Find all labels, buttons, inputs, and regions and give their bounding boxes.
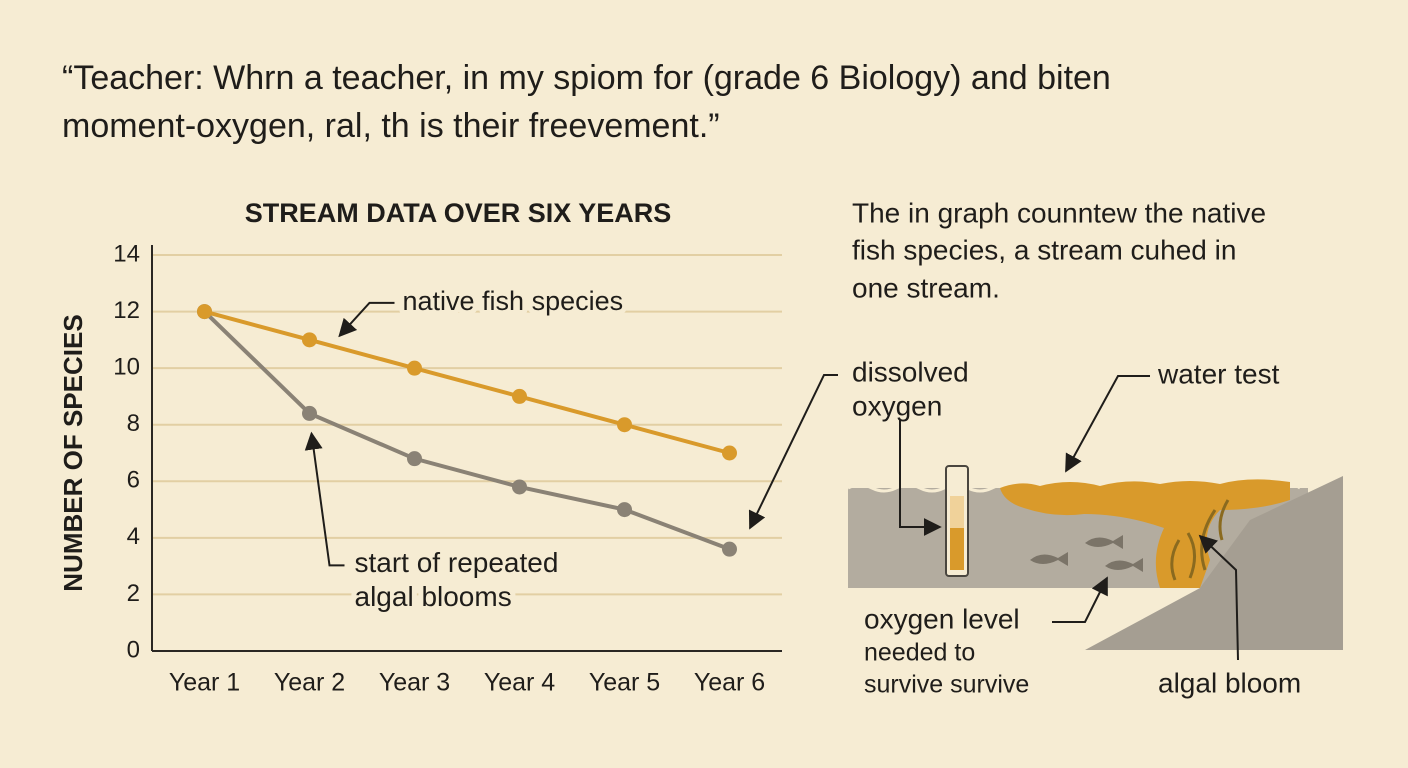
x-tick-label: Year 5	[589, 669, 660, 697]
stream-bank	[1085, 476, 1343, 650]
diagram-label: algal bloom	[1158, 667, 1301, 698]
annotation: algal blooms	[355, 581, 512, 612]
diagram-label: survive survive	[864, 671, 1029, 699]
data-point	[722, 445, 737, 461]
x-tick-label: Year 6	[694, 669, 765, 697]
data-point	[617, 502, 632, 518]
series-line	[203, 310, 731, 552]
y-tick-label: 0	[127, 636, 140, 663]
arrow	[304, 431, 345, 567]
quote-line: “Teacher: Whrn a teacher, in my spiom fo…	[62, 59, 1111, 97]
data-point	[617, 417, 632, 433]
arrow	[748, 374, 838, 530]
description-line: The in graph counntew the native	[852, 197, 1266, 228]
data-point	[302, 332, 317, 348]
data-point	[407, 360, 422, 376]
y-tick-label: 8	[127, 410, 140, 437]
y-tick-label: 10	[113, 353, 140, 380]
test-tube-sample	[950, 496, 964, 528]
y-tick-label: 6	[127, 467, 140, 494]
arrow	[338, 301, 395, 338]
algae-mat	[1000, 479, 1290, 588]
data-point	[722, 541, 737, 557]
chart: 0 2 4 6 8 10 12 14 Year 1 Year 2 Year 3 Year 4 Year …	[113, 240, 782, 697]
description-line: fish species, a stream cuhed in	[852, 234, 1236, 265]
data-point	[197, 304, 212, 320]
y-tick-label: 14	[113, 240, 140, 267]
arrow	[899, 420, 942, 536]
diagram-label: dissolved	[852, 356, 969, 387]
data-point	[302, 405, 317, 421]
description-line: one stream.	[852, 272, 1000, 303]
annotation: start of repeated	[355, 547, 559, 578]
data-point	[512, 479, 527, 495]
x-tick-label: Year 2	[274, 669, 345, 697]
arrow	[1065, 375, 1150, 473]
diagram-label: needed to	[864, 639, 975, 667]
arrow	[1198, 534, 1239, 661]
y-tick-label: 2	[127, 580, 140, 607]
x-tick-label: Year 1	[169, 669, 240, 697]
series-label: native fish species	[403, 286, 624, 316]
chart-title: STREAM DATA OVER SIX YEARS	[245, 198, 672, 228]
y-tick-label: 12	[113, 297, 140, 324]
arrow	[1052, 576, 1108, 623]
diagram-label: water test	[1157, 358, 1280, 389]
data-point	[512, 388, 527, 404]
data-point	[407, 451, 422, 467]
algae-strands	[1170, 499, 1230, 581]
diagram-label: oxygen	[852, 390, 942, 421]
stream-diagram: dissolved oxygen water test oxygen level…	[748, 356, 1343, 699]
quote-line: moment-oxygen, ral, th is their freeveme…	[62, 107, 720, 145]
fish	[1030, 535, 1143, 572]
y-tick-label: 4	[127, 523, 140, 550]
test-tube-oxygen	[950, 528, 964, 570]
diagram-label: oxygen level	[864, 603, 1020, 634]
y-axis-label: NUMBER OF SPECIES	[58, 314, 88, 591]
series-line	[203, 309, 731, 455]
x-tick-label: Year 4	[484, 669, 555, 697]
x-tick-label: Year 3	[379, 669, 450, 697]
